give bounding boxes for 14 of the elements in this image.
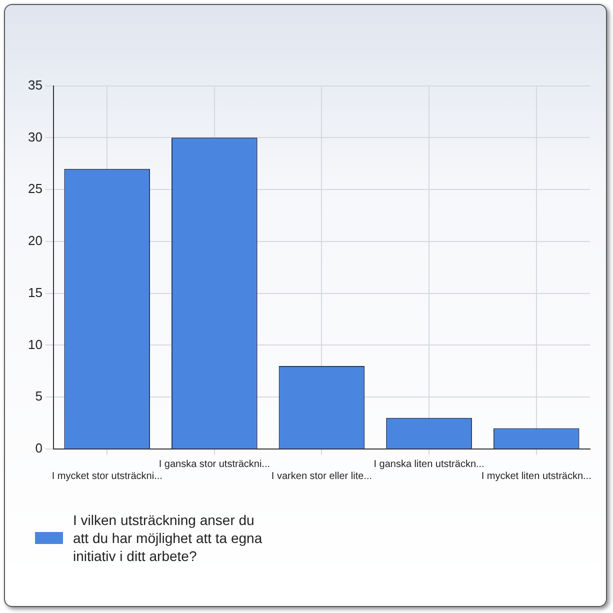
y-tick-label: 20	[28, 233, 42, 248]
x-tick-label: I ganska liten utsträckn...	[374, 458, 484, 470]
x-tick-label: I ganska stor utsträckni...	[158, 458, 270, 470]
y-tick-label: 0	[35, 440, 42, 456]
y-tick-label: 15	[28, 284, 42, 300]
x-tick-label: I mycket stor utsträckni...	[52, 470, 162, 482]
x-tick-label: I varken stor eller lite...	[271, 470, 372, 482]
y-tick-label: 10	[28, 336, 42, 352]
y-tick-label: 5	[35, 388, 42, 404]
y-tick-label: 30	[28, 129, 42, 144]
y-tick-label: 25	[28, 181, 42, 196]
x-tick-label: I mycket liten utsträckn...	[481, 470, 592, 482]
y-tick-label: 35	[28, 77, 42, 92]
legend-label: I vilken utsträckning anser du att du har möjlighet att ta egna initiativ i ditt arbete?	[73, 511, 264, 565]
